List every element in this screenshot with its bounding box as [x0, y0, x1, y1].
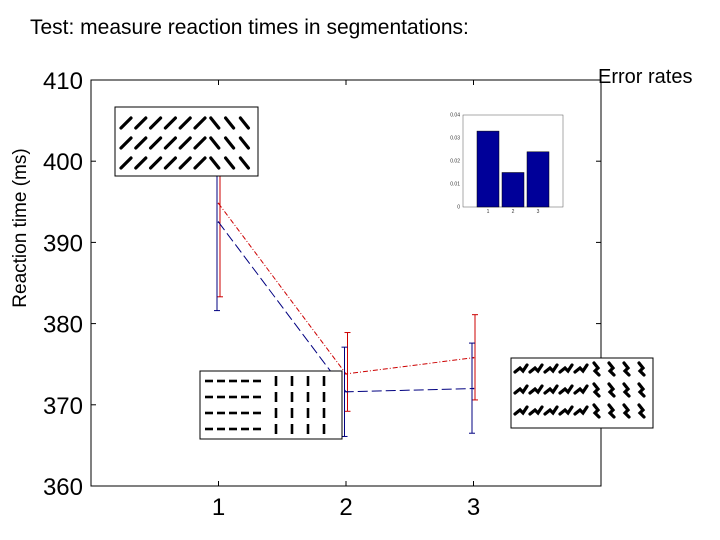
texture-element — [238, 116, 250, 130]
texture-element — [163, 156, 177, 170]
texture-element — [573, 363, 589, 374]
texture-element — [513, 405, 529, 416]
texture-element — [622, 403, 631, 419]
data-point — [345, 373, 347, 375]
inset-y-tick-label: 0.04 — [450, 113, 460, 119]
data-point — [217, 202, 220, 205]
texture-element — [607, 361, 616, 377]
texture-element — [558, 384, 574, 395]
stimulus-insets — [114, 106, 654, 440]
inset-x-tick-label: 2 — [512, 209, 515, 215]
inset-x-tick-label: 3 — [537, 209, 540, 215]
oblique-lines-texture-icon — [114, 106, 259, 177]
error-rate-inset-chart: 0 0.01 0.02 0.03 0.04 1 2 3 — [437, 106, 578, 215]
texture-element — [119, 116, 133, 130]
y-tick-label: 360 — [43, 474, 83, 501]
y-tick-label: 370 — [43, 393, 83, 420]
texture-element — [513, 384, 529, 395]
texture-element — [238, 156, 250, 170]
texture-element — [622, 382, 631, 398]
x-tick-label: 1 — [212, 494, 225, 521]
texture-element — [193, 156, 207, 170]
inset-y-tick-label: 0.02 — [450, 159, 460, 165]
y-tick-label: 390 — [43, 230, 83, 257]
inset-bar — [476, 130, 500, 208]
inset-bar — [501, 172, 525, 208]
texture-element — [178, 136, 192, 150]
texture-element — [193, 136, 207, 150]
texture-element — [163, 116, 177, 130]
texture-element — [224, 156, 236, 170]
texture-element — [637, 382, 646, 398]
y-tick-label: 380 — [43, 312, 83, 339]
stimulus-frame — [199, 370, 343, 440]
texture-element — [528, 363, 544, 374]
data-point — [472, 387, 475, 390]
data-point — [345, 391, 347, 393]
texture-element — [134, 116, 148, 130]
series-line — [218, 203, 474, 375]
texture-element — [592, 361, 601, 377]
texture-element — [193, 116, 207, 130]
chart-axes: 360 370 380 390 400 410 1 2 3 — [43, 68, 602, 521]
texture-element — [528, 405, 544, 416]
inset-x-tick-label: 1 — [487, 209, 490, 215]
texture-element — [178, 116, 192, 130]
texture-element — [134, 136, 148, 150]
texture-element — [149, 136, 163, 150]
texture-element — [149, 116, 163, 130]
chart-series — [214, 109, 478, 437]
inset-title: Error rates — [598, 66, 693, 88]
texture-element — [209, 116, 221, 130]
texture-element — [149, 156, 163, 170]
texture-element — [238, 136, 250, 150]
texture-element — [592, 403, 601, 419]
y-tick-label: 410 — [43, 68, 83, 95]
texture-element — [224, 136, 236, 150]
data-point — [472, 356, 475, 359]
slide-title: Test: measure reaction times in segmenta… — [30, 16, 469, 39]
texture-element — [592, 382, 601, 398]
texture-element — [163, 136, 177, 150]
texture-element — [543, 384, 559, 395]
inset-y-tick-label: 0 — [457, 205, 460, 211]
texture-element — [622, 361, 631, 377]
inset-y-tick-label: 0.03 — [450, 136, 460, 142]
texture-element — [209, 156, 221, 170]
texture-element — [573, 384, 589, 395]
data-point — [217, 221, 220, 223]
texture-element — [119, 156, 133, 170]
texture-element — [119, 136, 133, 150]
texture-element — [134, 156, 148, 170]
texture-element — [543, 363, 559, 374]
texture-element — [209, 136, 221, 150]
texture-element — [513, 363, 529, 374]
texture-element — [528, 384, 544, 395]
texture-element — [224, 116, 236, 130]
y-tick-label: 400 — [43, 149, 83, 176]
texture-element — [558, 363, 574, 374]
texture-element — [607, 382, 616, 398]
texture-element — [558, 405, 574, 416]
bent-elements-texture-icon — [510, 357, 654, 429]
texture-element — [543, 405, 559, 416]
series-line — [218, 221, 474, 393]
x-tick-label: 2 — [339, 494, 352, 521]
texture-element — [607, 403, 616, 419]
texture-element — [178, 156, 192, 170]
inset-bar — [526, 151, 550, 208]
x-tick-label: 3 — [467, 494, 480, 521]
texture-element — [573, 405, 589, 416]
texture-element — [637, 403, 646, 419]
horizontal-vertical-dashes-texture-icon — [199, 370, 343, 440]
inset-y-tick-label: 0.01 — [450, 182, 460, 188]
texture-element — [637, 361, 646, 377]
